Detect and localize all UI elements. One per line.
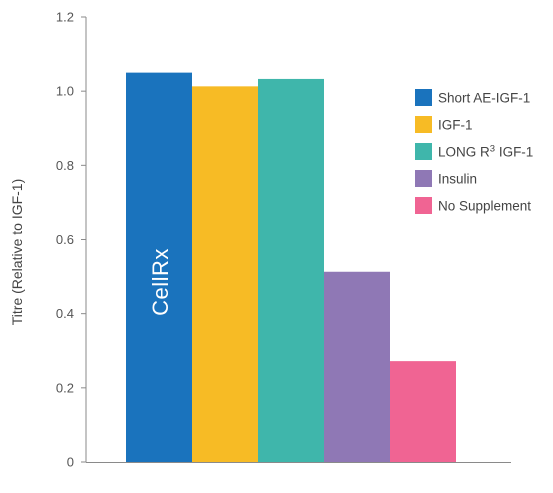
legend-swatch-5 [415,197,432,214]
legend: Short AE-IGF-1 IGF-1 LONG R3 IGF-1 Insulin N… [415,89,533,214]
legend-label-5: No Supplement [438,199,531,214]
legend-label-2: IGF-1 [438,118,473,133]
watermark-label: CellRx [148,248,173,316]
y-tick-label: 0.2 [56,380,74,395]
y-tick-label: 1.2 [56,10,74,25]
legend-swatch-3 [415,143,432,160]
bar-3 [258,79,324,462]
y-tick-label: 0.4 [56,306,74,321]
y-axis-title: Titre (Relative to IGF-1) [9,179,25,326]
bars-group [126,73,456,462]
legend-swatch-2 [415,116,432,133]
legend-label-4: Insulin [438,172,477,187]
y-tick-label: 0 [67,455,74,470]
bar-2 [192,86,258,462]
bar-5 [390,361,456,462]
legend-label-3: LONG R3 IGF-1 [438,144,533,160]
y-tick-label: 1.0 [56,84,74,99]
legend-label-1: Short AE-IGF-1 [438,91,530,106]
y-tick-label: 0.8 [56,158,74,173]
legend-swatch-4 [415,170,432,187]
y-tick-label: 0.6 [56,232,74,247]
legend-swatch-1 [415,89,432,106]
bar-4 [324,272,390,462]
